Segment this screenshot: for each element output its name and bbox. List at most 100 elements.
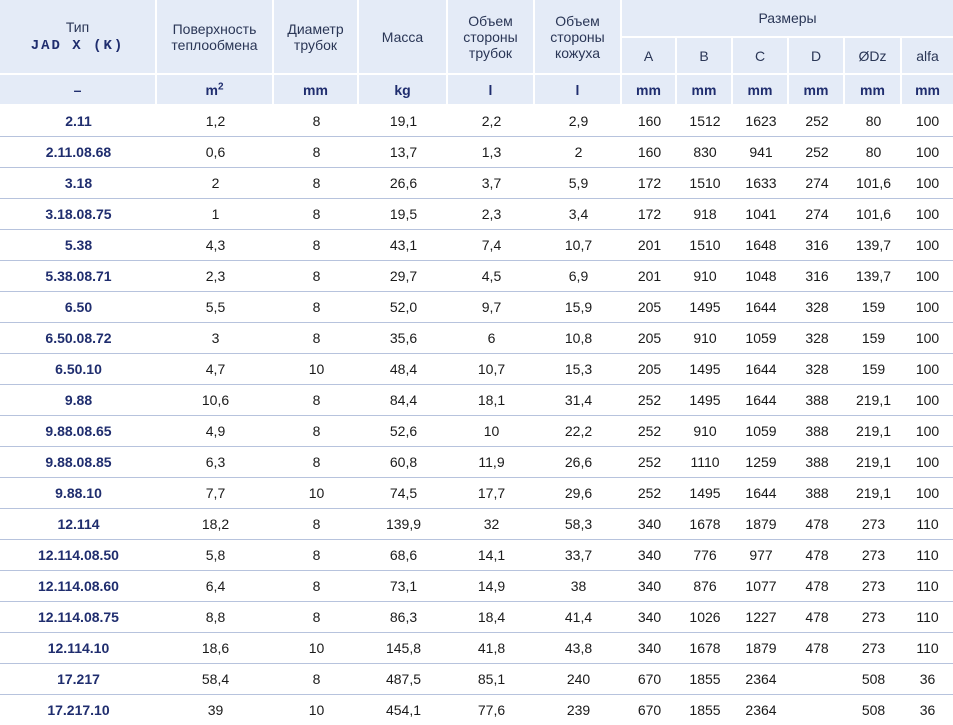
table-cell: 478 <box>789 633 845 664</box>
table-cell: 328 <box>789 354 845 385</box>
dim-header-c: C <box>733 38 789 75</box>
table-cell: 273 <box>845 571 902 602</box>
unit-diameter: mm <box>274 75 359 106</box>
table-cell: 32 <box>448 509 535 540</box>
unit-dim-d: mm <box>789 75 845 106</box>
table-cell: 8 <box>274 230 359 261</box>
table-cell: 8 <box>274 199 359 230</box>
table-cell: 910 <box>677 416 733 447</box>
table-cell: 18,6 <box>157 633 274 664</box>
table-cell: 2,9 <box>535 106 622 137</box>
table-cell: 172 <box>622 168 677 199</box>
table-cell: 58,4 <box>157 664 274 695</box>
table-cell: 340 <box>622 509 677 540</box>
table-cell: 328 <box>789 292 845 323</box>
model-type-cell: 12.114.08.75 <box>0 602 157 633</box>
table-cell: 33,7 <box>535 540 622 571</box>
table-cell: 8 <box>274 137 359 168</box>
dim-header-alfa: alfa <box>902 38 953 75</box>
table-cell: 100 <box>902 137 953 168</box>
table-cell: 80 <box>845 106 902 137</box>
table-cell: 941 <box>733 137 789 168</box>
table-cell: 73,1 <box>359 571 448 602</box>
table-cell: 1077 <box>733 571 789 602</box>
model-type-cell: 5.38 <box>0 230 157 261</box>
table-cell: 38 <box>535 571 622 602</box>
table-cell: 273 <box>845 509 902 540</box>
table-cell: 478 <box>789 602 845 633</box>
table-cell: 6 <box>448 323 535 354</box>
table-cell: 110 <box>902 602 953 633</box>
table-cell: 2364 <box>745 702 777 718</box>
table-cell: 340 <box>622 540 677 571</box>
unit-mass: kg <box>359 75 448 106</box>
table-cell: 1633 <box>733 168 789 199</box>
table-cell: 41,4 <box>535 602 622 633</box>
table-cell: 876 <box>677 571 733 602</box>
unit-shell-volume: l <box>535 75 622 106</box>
table-cell: 100 <box>902 323 953 354</box>
unit-tube-volume: l <box>448 75 535 106</box>
table-row: 12.114.10 18,6 10 145,8 41,8 43,8 340 1678 1879 4… <box>0 633 953 664</box>
table-cell: 74,5 <box>359 478 448 509</box>
table-cell: 100 <box>902 261 953 292</box>
table-cell: 273 <box>845 633 902 664</box>
unit-type: – <box>0 75 157 106</box>
dim-header-d: D <box>789 38 845 75</box>
table-cell: 1,2 <box>157 106 274 137</box>
table-cell: 2364 <box>733 664 789 695</box>
table-cell: 1059 <box>733 416 789 447</box>
table-cell: 110 <box>902 633 953 664</box>
table-cell: 43,8 <box>535 633 622 664</box>
dim-header-b: B <box>677 38 733 75</box>
table-cell: 100 <box>902 292 953 323</box>
table-cell: 17,7 <box>448 478 535 509</box>
table-cell: 35,6 <box>359 323 448 354</box>
model-type-cell: 9.88.08.65 <box>0 416 157 447</box>
table-cell: 139,7 <box>845 230 902 261</box>
unit-dim-alfa: mm <box>902 75 953 106</box>
table-cell: 60,8 <box>359 447 448 478</box>
model-type-cell: 17.217 <box>0 664 157 695</box>
table-cell: 508 <box>861 702 886 718</box>
table-cell: 274 <box>789 168 845 199</box>
table-cell: 4,3 <box>157 230 274 261</box>
table-cell: 139,7 <box>845 261 902 292</box>
table-row: 9.88 10,6 8 84,4 18,1 31,4 252 1495 1644 388 219,1… <box>0 385 953 416</box>
table-cell: 340 <box>622 602 677 633</box>
table-cell: 388 <box>789 385 845 416</box>
table-cell: 5,9 <box>535 168 622 199</box>
model-type-cell: 9.88.10 <box>0 478 157 509</box>
table-cell: 86,3 <box>359 602 448 633</box>
table-cell: 36 <box>902 664 953 695</box>
table-cell: 77,6 <box>477 702 506 718</box>
table-cell <box>789 695 845 725</box>
table-cell: 101,6 <box>845 199 902 230</box>
model-type-cell: 12.114 <box>0 509 157 540</box>
table-cell: 100 <box>902 385 953 416</box>
table-cell: 5,8 <box>157 540 274 571</box>
table-cell: 201 <box>622 230 677 261</box>
table-cell: 13,7 <box>359 137 448 168</box>
table-cell: 252 <box>622 447 677 478</box>
table-cell: 340 <box>622 571 677 602</box>
table-cell: 10 <box>274 633 359 664</box>
table-cell: 1041 <box>733 199 789 230</box>
table-row: 12.114.08.75 8,8 8 86,3 18,4 41,4 340 1026 1227 4… <box>0 602 953 633</box>
table-cell: 252 <box>622 478 677 509</box>
shell-volume-header: Объем стороны кожуха <box>535 0 622 75</box>
table-cell: 10 <box>308 702 325 718</box>
table-cell: 240 <box>535 664 622 695</box>
table-cell: 252 <box>622 385 677 416</box>
table-cell: 41,8 <box>448 633 535 664</box>
table-row: 9.88.10 7,7 10 74,5 17,7 29,6 252 1495 1644 388 21… <box>0 478 953 509</box>
model-type-cell: 3.18.08.75 <box>0 199 157 230</box>
table-cell: 2,3 <box>157 261 274 292</box>
table-cell: 977 <box>733 540 789 571</box>
table-cell: 328 <box>789 323 845 354</box>
table-cell: 487,5 <box>359 664 448 695</box>
table-row: 6.50 5,5 8 52,0 9,7 15,9 205 1495 1644 328 159 100 <box>0 292 953 323</box>
table-cell: 8 <box>274 385 359 416</box>
model-type-cell: 3.18 <box>0 168 157 199</box>
table-cell: 0,6 <box>157 137 274 168</box>
